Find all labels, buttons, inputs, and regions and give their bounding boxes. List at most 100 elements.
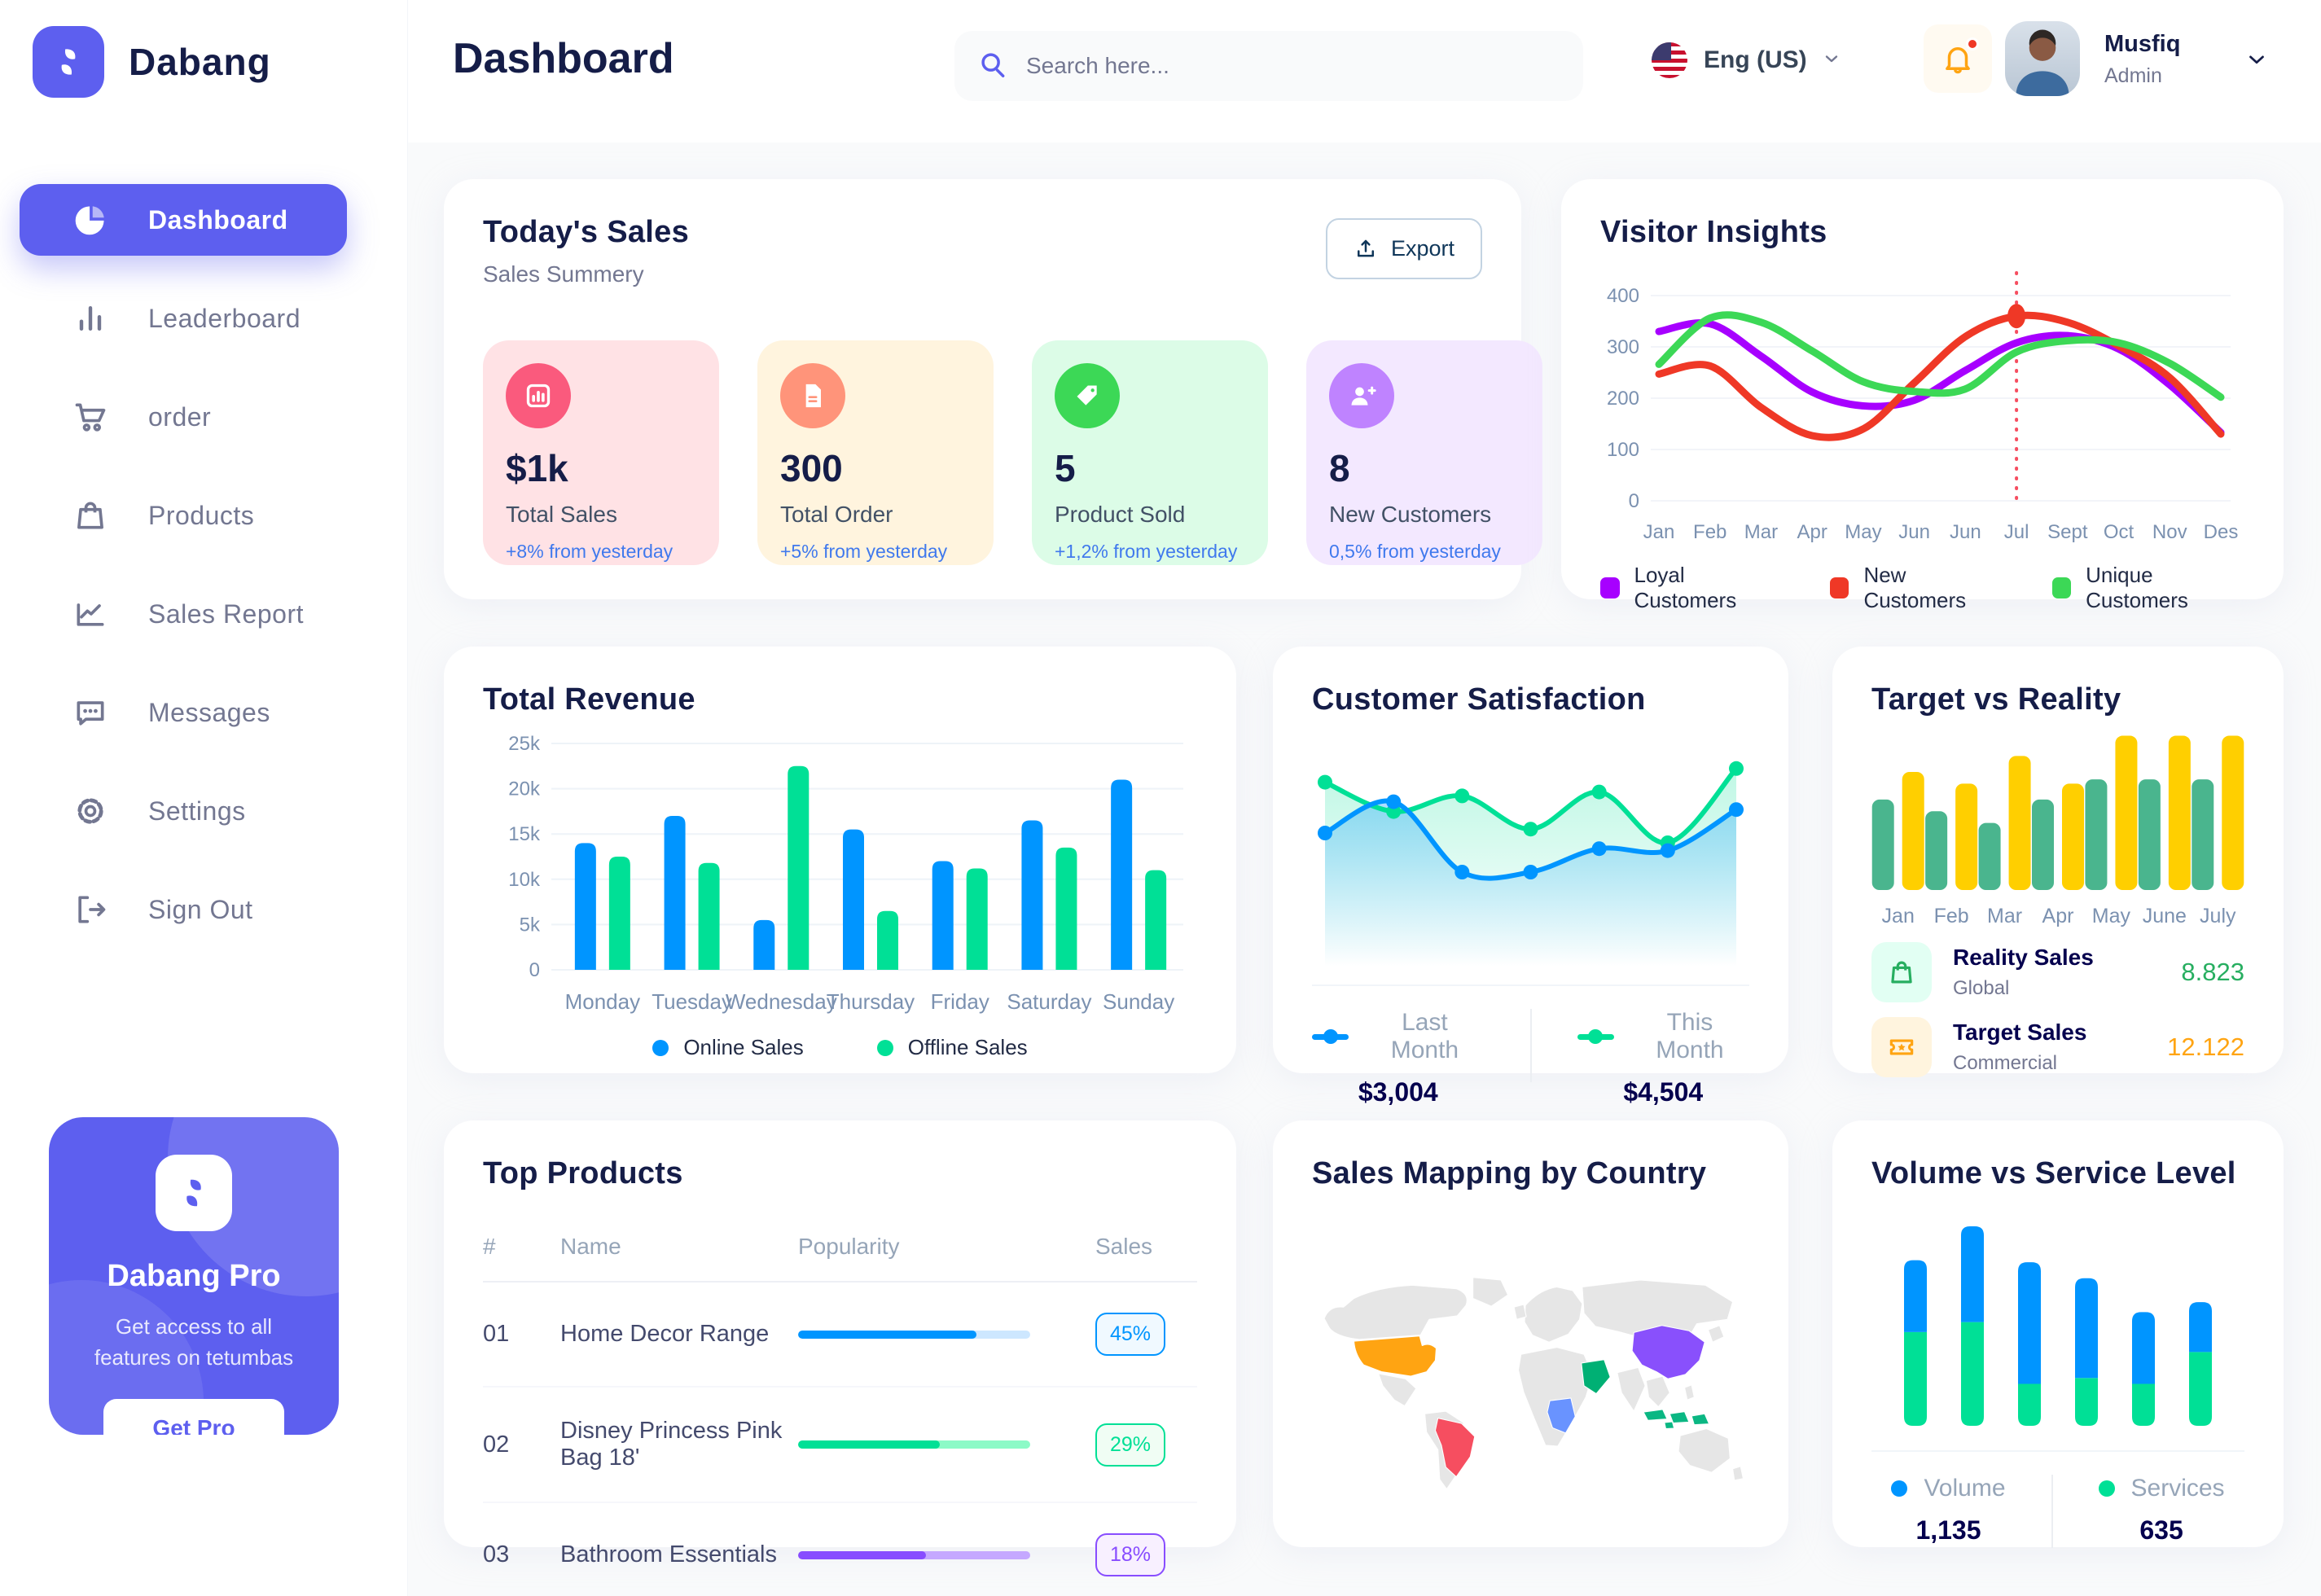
popularity-cell (798, 1282, 1095, 1388)
divider (2051, 1475, 2053, 1548)
svg-text:May: May (1845, 521, 1881, 543)
svg-text:Wednesday: Wednesday (726, 989, 837, 1014)
product-rank: 02 (483, 1387, 560, 1503)
svg-text:0: 0 (1629, 490, 1639, 512)
bar-chart-icon (72, 300, 109, 337)
gear-icon (72, 792, 109, 830)
visitor-insights-legend: Loyal Customers New Customers Unique Cus… (1600, 563, 2244, 613)
map-philippines (1683, 1384, 1695, 1401)
language-selector[interactable]: Eng (US) (1652, 42, 1841, 78)
svg-text:Feb: Feb (1693, 521, 1726, 543)
svg-text:July: July (2200, 905, 2236, 927)
user-menu[interactable]: Musfiq Admin (2104, 31, 2180, 88)
svg-text:25k: 25k (508, 733, 541, 755)
reality-sales-legend-row: Reality Sales Global 8.823 (1871, 942, 2244, 1002)
product-rank: 01 (483, 1282, 560, 1388)
top-products-table: # Name Popularity Sales 01 Home Decor Ran… (483, 1216, 1197, 1596)
svg-text:Jun: Jun (1898, 521, 1930, 543)
total-revenue-card: Total Revenue 0 5k 10k 15k 20k 25k Monday Tuesd… (444, 647, 1236, 1073)
legend-swatch (1600, 577, 1620, 598)
svg-text:Des: Des (2204, 521, 2239, 543)
sales-cell: 29% (1095, 1387, 1197, 1503)
table-row: 03 Bathroom Essentials 18% (483, 1502, 1197, 1596)
legend-dot (2098, 1480, 2115, 1497)
popularity-bar (798, 1550, 926, 1559)
svg-text:5k: 5k (520, 914, 541, 936)
customer-satisfaction-chart (1318, 761, 1744, 967)
avatar[interactable] (2005, 21, 2080, 96)
map-australia (1678, 1427, 1731, 1473)
user-role: Admin (2104, 64, 2162, 87)
logo-icon (33, 26, 104, 98)
sales-badge: 45% (1095, 1313, 1165, 1356)
today-sales-card: Today's Sales Sales Summery Export $1k T… (444, 179, 1542, 599)
message-icon (72, 694, 109, 731)
sidebar-item-settings[interactable]: Settings (20, 775, 347, 847)
divider (1529, 1009, 1532, 1082)
stats-icon (506, 363, 571, 428)
notifications-button[interactable] (1924, 24, 1992, 93)
notification-dot (1966, 37, 1979, 50)
app-name: Dabang (129, 41, 271, 83)
export-icon (1357, 239, 1374, 256)
bag-icon (1871, 942, 1932, 1002)
new-customers-card: 8 New Customers 0,5% from yesterday (1306, 340, 1542, 565)
target-sales-value: 12.122 (2167, 1033, 2244, 1061)
map-se-asia (1645, 1375, 1670, 1408)
us-flag-icon (1652, 42, 1687, 78)
svg-text:Jun: Jun (1950, 521, 1981, 543)
legend-dot (1891, 1480, 1908, 1497)
sidebar-item-label: Leaderboard (148, 303, 301, 333)
map-europe (1524, 1286, 1583, 1343)
search-input[interactable] (1026, 53, 1560, 79)
svg-text:Feb: Feb (1934, 905, 1969, 927)
svg-text:400: 400 (1607, 285, 1639, 307)
sidebar-item-label: Messages (148, 697, 270, 727)
svg-text:Tuesday: Tuesday (652, 989, 732, 1014)
product-name: Bathroom Essentials (560, 1502, 798, 1596)
sidebar-nav: Dashboard Leaderboard order (0, 184, 407, 972)
svg-text:300: 300 (1607, 336, 1639, 358)
sidebar-item-label: Sign Out (148, 894, 253, 924)
legend-dot (652, 1039, 669, 1056)
top-products-card: Top Products # Name Popularity Sales 01 H… (444, 1120, 1236, 1596)
chevron-down-icon (1822, 49, 1841, 72)
sidebar-item-leaderboard[interactable]: Leaderboard (20, 283, 347, 354)
services-total: 635 (2139, 1515, 2183, 1545)
svg-text:May: May (2092, 905, 2131, 927)
sidebar-item-messages[interactable]: Messages (20, 677, 347, 748)
promo-description: Get access to all features on tetumbas (94, 1314, 294, 1370)
sidebar-item-order[interactable]: order (20, 381, 347, 453)
total-sales-card: $1k Total Sales +8% from yesterday (483, 340, 719, 565)
sidebar-item-products[interactable]: Products (20, 480, 347, 551)
chevron-down-icon[interactable] (2244, 47, 2269, 76)
export-button[interactable]: Export (1325, 218, 1482, 279)
get-pro-button[interactable]: Get Pro (103, 1399, 284, 1435)
map-mexico (1378, 1373, 1417, 1407)
reality-sales-value: 8.823 (2181, 958, 2244, 986)
svg-text:Sept: Sept (2047, 521, 2088, 543)
search-icon (977, 49, 1008, 84)
svg-text:Oct: Oct (2104, 521, 2135, 543)
volume-service-legend: Volume 1,135 Services 635 (1871, 1475, 2244, 1548)
sidebar-item-sign-out[interactable]: Sign Out (20, 874, 347, 945)
map-japan (1707, 1325, 1725, 1343)
map-dr-congo (1547, 1397, 1576, 1434)
sidebar-item-label: Products (148, 500, 255, 530)
sidebar-item-dashboard[interactable]: Dashboard (20, 184, 347, 256)
world-map-svg (1323, 1277, 1744, 1490)
map-greenland (1472, 1277, 1509, 1307)
svg-text:June: June (2143, 905, 2187, 927)
top-products-body: 01 Home Decor Range 45% 02 Disney Princess P… (483, 1282, 1197, 1596)
file-icon (780, 363, 845, 428)
card-title: Top Products (483, 1156, 683, 1190)
table-header-row: # Name Popularity Sales (483, 1216, 1197, 1282)
sales-badge: 18% (1095, 1533, 1165, 1576)
svg-text:Apr: Apr (1797, 521, 1827, 543)
svg-text:0: 0 (529, 959, 540, 981)
svg-text:15k: 15k (508, 823, 541, 845)
popularity-bar (798, 1330, 977, 1339)
customer-satisfaction-card: Customer Satisfaction Last Month $3,004 … (1273, 647, 1788, 1107)
popularity-cell (798, 1502, 1095, 1596)
sidebar-item-sales-report[interactable]: Sales Report (20, 578, 347, 650)
